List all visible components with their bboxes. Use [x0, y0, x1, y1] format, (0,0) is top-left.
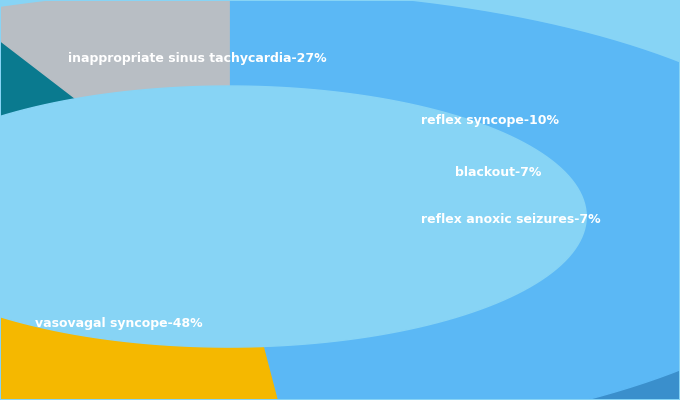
- Text: reflex syncope-10%: reflex syncope-10%: [422, 114, 559, 127]
- Polygon shape: [577, 239, 581, 286]
- Polygon shape: [584, 222, 586, 270]
- Text: vasovagal syncope-48%: vasovagal syncope-48%: [35, 317, 203, 330]
- Polygon shape: [410, 325, 428, 369]
- Polygon shape: [523, 284, 535, 330]
- Text: inappropriate sinus tachycardia-27%: inappropriate sinus tachycardia-27%: [69, 52, 327, 65]
- Polygon shape: [69, 333, 80, 375]
- Polygon shape: [285, 344, 307, 385]
- Polygon shape: [0, 13, 75, 134]
- Polygon shape: [571, 246, 577, 294]
- Polygon shape: [92, 337, 103, 378]
- Polygon shape: [634, 377, 662, 400]
- Polygon shape: [509, 291, 523, 337]
- Polygon shape: [152, 344, 164, 385]
- Polygon shape: [251, 346, 263, 386]
- Polygon shape: [27, 324, 37, 366]
- Polygon shape: [263, 346, 285, 386]
- Polygon shape: [428, 320, 447, 364]
- Polygon shape: [604, 386, 634, 400]
- Polygon shape: [350, 336, 370, 379]
- Polygon shape: [238, 347, 251, 387]
- Polygon shape: [662, 366, 680, 400]
- Text: reflex anoxic seizures-7%: reflex anoxic seizures-7%: [422, 213, 601, 226]
- Polygon shape: [0, 206, 288, 400]
- Polygon shape: [201, 347, 214, 387]
- Polygon shape: [58, 331, 69, 373]
- Polygon shape: [0, 86, 586, 347]
- Polygon shape: [80, 335, 92, 377]
- Polygon shape: [328, 340, 350, 382]
- Polygon shape: [103, 339, 116, 380]
- Polygon shape: [564, 254, 571, 302]
- Polygon shape: [0, 0, 229, 99]
- Polygon shape: [164, 345, 176, 385]
- Text: blackout-7%: blackout-7%: [455, 166, 541, 179]
- Polygon shape: [188, 346, 201, 386]
- Polygon shape: [581, 231, 584, 278]
- Polygon shape: [370, 333, 390, 376]
- Polygon shape: [546, 270, 556, 317]
- Polygon shape: [214, 347, 226, 387]
- Polygon shape: [229, 0, 680, 400]
- Polygon shape: [176, 346, 188, 386]
- Polygon shape: [16, 321, 27, 364]
- Polygon shape: [6, 318, 16, 361]
- Polygon shape: [226, 347, 238, 387]
- Polygon shape: [390, 329, 410, 373]
- Polygon shape: [556, 262, 564, 309]
- Polygon shape: [48, 329, 58, 371]
- Polygon shape: [480, 304, 495, 349]
- Polygon shape: [464, 310, 480, 355]
- Polygon shape: [535, 277, 546, 324]
- Polygon shape: [116, 340, 127, 381]
- Polygon shape: [495, 297, 509, 343]
- Polygon shape: [37, 326, 48, 369]
- Polygon shape: [573, 395, 604, 400]
- Polygon shape: [139, 343, 152, 384]
- Polygon shape: [0, 316, 6, 358]
- Polygon shape: [127, 342, 139, 383]
- Polygon shape: [447, 315, 464, 360]
- Polygon shape: [307, 342, 328, 384]
